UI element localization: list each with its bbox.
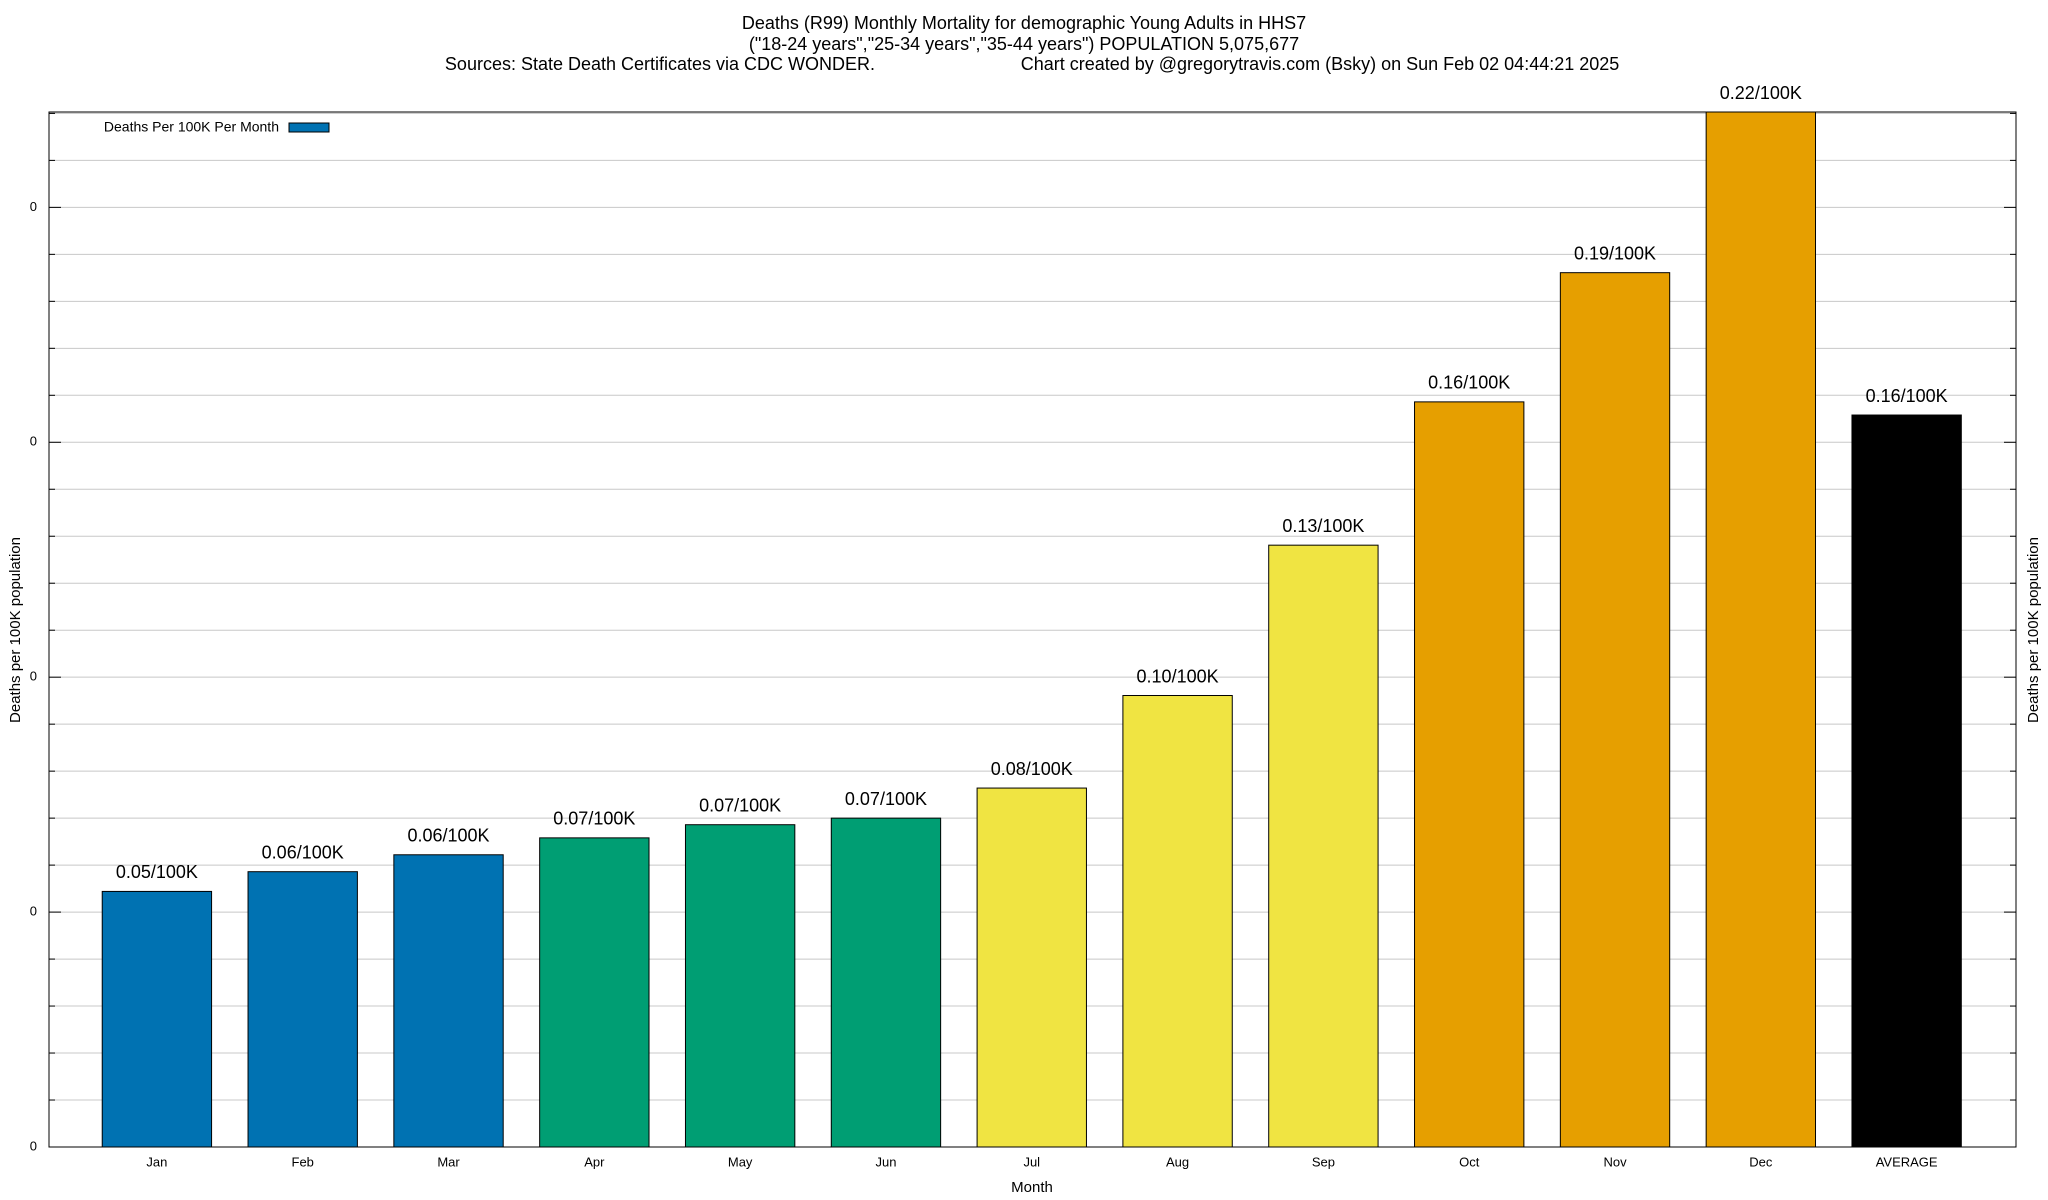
bar (539, 837, 650, 1148)
legend-swatch (288, 122, 330, 133)
y-tick-label: 0 (30, 669, 37, 684)
y2-axis-label: Deaths per 100K population (2025, 537, 2042, 723)
x-tick-label: Jun (875, 1154, 896, 1169)
bar (1122, 695, 1233, 1148)
legend-label: Deaths Per 100K Per Month (104, 119, 279, 135)
data-label: 0.16/100K (1428, 373, 1510, 393)
data-label: 0.06/100K (407, 826, 489, 846)
x-tick-label: Apr (584, 1154, 605, 1169)
y-tick-label: 0 (30, 434, 37, 449)
data-label: 0.13/100K (1282, 516, 1364, 536)
data-label: 0.07/100K (553, 809, 635, 829)
data-label: 0.05/100K (116, 862, 198, 882)
chart-subtitle: ("18-24 years","25-34 years","35-44 year… (749, 34, 1299, 54)
x-tick-label: Mar (437, 1154, 460, 1169)
x-tick-label: Sep (1312, 1154, 1335, 1169)
credit: Chart created by @gregorytravis.com (Bsk… (1021, 54, 1620, 74)
data-label: 0.16/100K (1866, 386, 1948, 406)
bar (393, 854, 504, 1148)
source: Sources: State Death Certificates via CD… (445, 54, 875, 74)
data-label: 0.07/100K (845, 789, 927, 809)
x-tick-label: Jan (146, 1154, 167, 1169)
bar (1705, 111, 1817, 1148)
bar (830, 817, 942, 1148)
data-label: 0.06/100K (262, 842, 344, 862)
y-tick-label: 0 (30, 199, 37, 214)
data-label: 0.19/100K (1574, 243, 1656, 263)
x-tick-label: Oct (1459, 1154, 1480, 1169)
data-label: 0.08/100K (991, 759, 1073, 779)
bar (1851, 414, 1962, 1148)
x-tick-label: Feb (292, 1154, 314, 1169)
bar (1559, 272, 1671, 1148)
x-tick-label: May (728, 1154, 753, 1169)
bar (976, 787, 1087, 1148)
bar (101, 890, 213, 1148)
x-tick-label: Dec (1749, 1154, 1773, 1169)
data-label: 0.07/100K (699, 795, 781, 815)
x-axis-label: Month (1011, 1179, 1053, 1196)
bar (247, 871, 358, 1148)
data-label: 0.10/100K (1137, 666, 1219, 686)
bar (1414, 401, 1525, 1148)
x-tick-label: Jul (1023, 1154, 1040, 1169)
bar (684, 824, 796, 1148)
chart-title: Deaths (R99) Monthly Mortality for demog… (742, 13, 1306, 33)
x-tick-label: AVERAGE (1876, 1154, 1938, 1169)
y-tick-label: 0 (30, 904, 37, 919)
x-tick-label: Nov (1603, 1154, 1627, 1169)
data-label: 0.22/100K (1720, 83, 1802, 103)
y-axis-label: Deaths per 100K population (7, 537, 24, 723)
y-tick-label: 0 (30, 1138, 37, 1153)
bar (1268, 544, 1379, 1148)
x-tick-label: Aug (1166, 1154, 1189, 1169)
